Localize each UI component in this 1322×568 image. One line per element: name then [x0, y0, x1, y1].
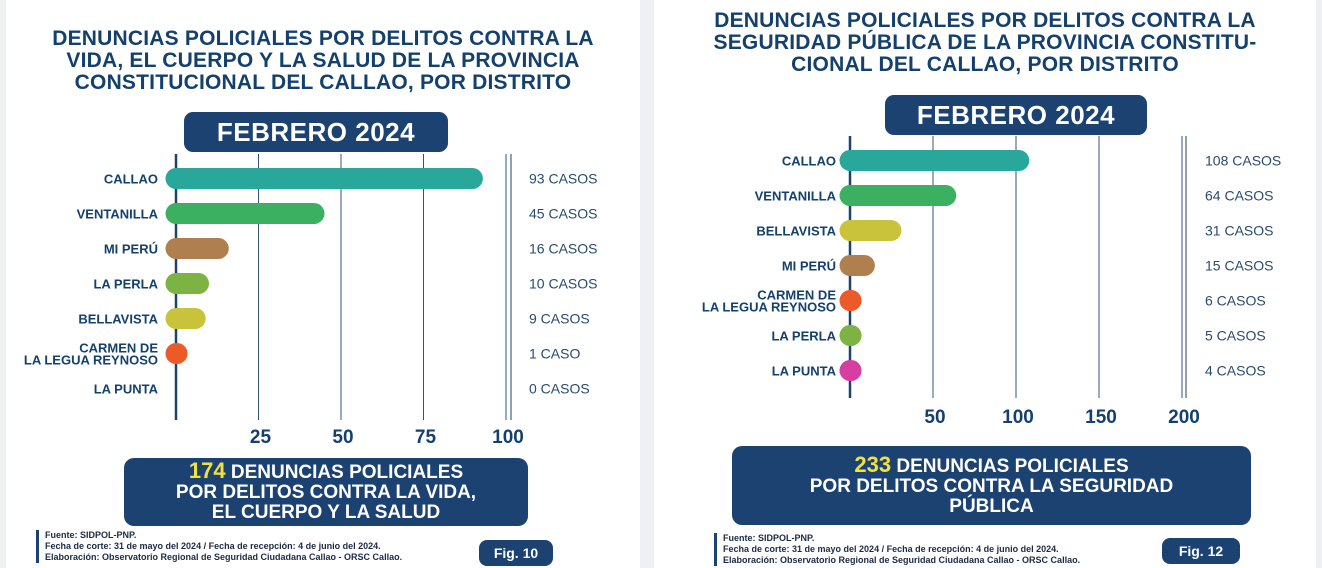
value-label: 16 CASOS — [529, 241, 597, 257]
period-badge: FEBRERO 2024 — [184, 112, 448, 152]
bar — [165, 238, 229, 259]
source-line: Fuente: SIDPOL-PNP. — [723, 533, 815, 543]
category-label: BELLAVISTA — [756, 224, 836, 239]
bar — [839, 255, 875, 276]
source-line: Elaboración: Observatorio Regional de Se… — [723, 555, 1081, 565]
category-label: LA PERLA — [93, 277, 158, 292]
summary-line-2: POR DELITOS CONTRA LA SEGURIDAD — [809, 475, 1174, 497]
bar — [839, 290, 862, 311]
value-label: 0 CASOS — [529, 381, 590, 397]
value-label: 10 CASOS — [529, 276, 597, 292]
category-label: VENTANILLA — [77, 207, 159, 222]
category-label: BELLAVISTA — [78, 312, 158, 327]
bar — [839, 325, 862, 346]
bar — [165, 168, 483, 189]
x-tick-label: 50 — [332, 427, 353, 448]
bar — [165, 273, 209, 294]
chart-panel-fig10: DENUNCIAS POLICIALES POR DELITOS CONTRA … — [6, 0, 640, 568]
chart-title: DENUNCIAS POLICIALES POR DELITOS CONTRA … — [654, 10, 1316, 76]
bar — [839, 150, 1030, 171]
chart-title: DENUNCIAS POLICIALES POR DELITOS CONTRA … — [6, 28, 640, 94]
x-tick-label: 200 — [1168, 407, 1200, 428]
bar-chart: CALLAO 93 CASOS VENTANILLA 45 CASOS MI PERÚ 1… — [24, 154, 597, 448]
summary-line-3: EL CUERPO Y LA SALUD — [211, 502, 441, 523]
bar — [839, 360, 862, 381]
source-line: Fecha de corte: 31 de mayo del 2024 / Fe… — [45, 541, 381, 551]
chart-title-line: DENUNCIAS POLICIALES POR DELITOS CONTRA … — [714, 9, 1256, 32]
value-label: 9 CASOS — [529, 311, 590, 327]
total-number: 174 — [188, 458, 226, 483]
summary-line-2: POR DELITOS CONTRA LA VIDA, — [175, 482, 477, 503]
value-label: 4 CASOS — [1205, 363, 1266, 379]
x-tick-label: 100 — [492, 427, 524, 448]
value-label: 31 CASOS — [1205, 223, 1273, 239]
source-note: Fuente: SIDPOL-PNP. Fecha de corte: 31 d… — [36, 530, 402, 563]
figure-label: Fig. 12 — [1162, 538, 1240, 564]
source-line: Fecha de corte: 31 de mayo del 2024 / Fe… — [723, 544, 1059, 554]
category-label: CALLAO — [104, 172, 158, 187]
source-note: Fuente: SIDPOL-PNP. Fecha de corte: 31 d… — [714, 533, 1080, 566]
source-line: Fuente: SIDPOL-PNP. — [45, 530, 137, 540]
value-label: 1 CASO — [529, 346, 580, 362]
chart-panel-fig12: DENUNCIAS POLICIALES POR DELITOS CONTRA … — [654, 0, 1316, 568]
source-line: Elaboración: Observatorio Regional de Se… — [45, 552, 403, 562]
period-badge: FEBRERO 2024 — [885, 95, 1147, 135]
category-label: MI PERÚ — [104, 242, 158, 257]
figure-label: Fig. 10 — [479, 540, 553, 566]
chart-title-line: DENUNCIAS POLICIALES POR DELITOS CONTRA … — [52, 27, 594, 50]
page-edge-left — [0, 0, 6, 568]
chart-title-line: VIDA, EL CUERPO Y LA SALUD DE LA PROVINC… — [66, 49, 580, 72]
total-number: 233 — [854, 451, 892, 477]
x-tick-label: 75 — [415, 427, 437, 448]
category-label: LA PUNTA — [94, 382, 159, 397]
summary-text: DENUNCIAS POLICIALES — [891, 455, 1129, 477]
value-label: 93 CASOS — [529, 171, 597, 187]
x-tick-label: 150 — [1085, 407, 1117, 428]
chart-title-line: SEGURIDAD PÚBLICA DE LA PROVINCIA CONSTI… — [713, 31, 1257, 54]
value-label: 15 CASOS — [1205, 258, 1273, 274]
category-label: CARMEN DE — [79, 341, 158, 356]
value-label: 108 CASOS — [1205, 153, 1281, 169]
value-label: 5 CASOS — [1205, 328, 1266, 344]
total-summary-box: 233 DENUNCIAS POLICIALES POR DELITOS CON… — [732, 446, 1251, 525]
category-label: CALLAO — [782, 154, 836, 169]
bar — [839, 220, 902, 241]
bar — [165, 308, 206, 329]
value-label: 6 CASOS — [1205, 293, 1266, 309]
category-label: LA LEGUA REYNOSO — [24, 353, 158, 368]
chart-title-line: CONSTITUCIONAL DEL CALLAO, POR DISTRITO — [74, 71, 572, 94]
category-label: LA LEGUA REYNOSO — [702, 300, 836, 315]
category-label: MI PERÚ — [782, 259, 836, 274]
x-tick-label: 100 — [1002, 407, 1034, 428]
bar — [165, 203, 325, 224]
category-label: LA PERLA — [771, 329, 836, 344]
x-tick-label: 50 — [924, 407, 945, 428]
bar — [165, 343, 188, 364]
summary-line-1: 233 DENUNCIAS POLICIALES — [854, 451, 1129, 477]
value-label: 64 CASOS — [1205, 188, 1273, 204]
summary-line-3: PÚBLICA — [949, 495, 1034, 517]
bar — [839, 185, 957, 206]
chart-title-line: CIONAL DEL CALLAO, POR DISTRITO — [791, 53, 1179, 76]
value-label: 45 CASOS — [529, 206, 597, 222]
page-edge-right — [1316, 0, 1322, 568]
x-tick-label: 25 — [250, 427, 272, 448]
summary-line-1: 174 DENUNCIAS POLICIALES — [188, 458, 464, 483]
total-summary-box: 174 DENUNCIAS POLICIALES POR DELITOS CON… — [124, 458, 528, 526]
summary-text: DENUNCIAS POLICIALES — [225, 462, 464, 483]
panel-divider — [640, 0, 654, 568]
category-label: VENTANILLA — [755, 189, 837, 204]
category-label: LA PUNTA — [772, 364, 837, 379]
category-label: CARMEN DE — [757, 288, 836, 303]
bar-chart: CALLAO 108 CASOS VENTANILLA 64 CASOS BELLAVI… — [702, 136, 1281, 428]
